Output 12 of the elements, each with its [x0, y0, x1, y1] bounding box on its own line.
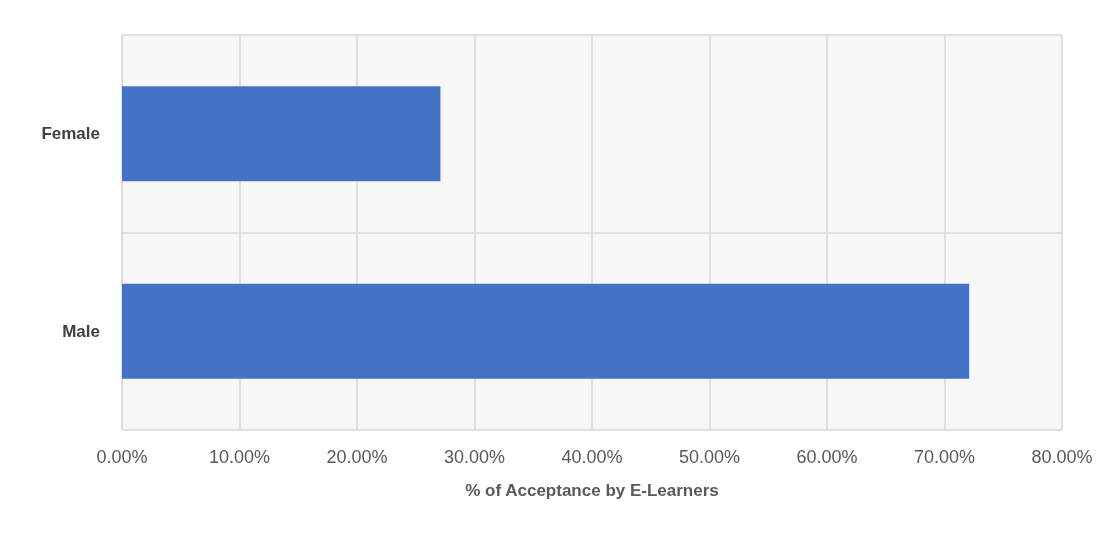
x-tick-label: 40.00% [561, 447, 623, 467]
x-tick-label: 0.00% [96, 447, 148, 467]
x-tick-label: 70.00% [913, 447, 976, 467]
x-tick-label: 80.00% [1031, 447, 1093, 467]
x-tick-label: 20.00% [326, 447, 388, 467]
x-axis-title: % of Acceptance by E-Learners [465, 481, 719, 500]
y-tick-label: Male [62, 321, 100, 341]
x-tick-label: 30.00% [443, 447, 506, 467]
x-tick-label: 50.00% [678, 447, 741, 467]
x-tick-label: 10.00% [208, 447, 271, 467]
x-tick-label: 60.00% [796, 447, 858, 467]
y-tick-label: Female [41, 124, 100, 144]
